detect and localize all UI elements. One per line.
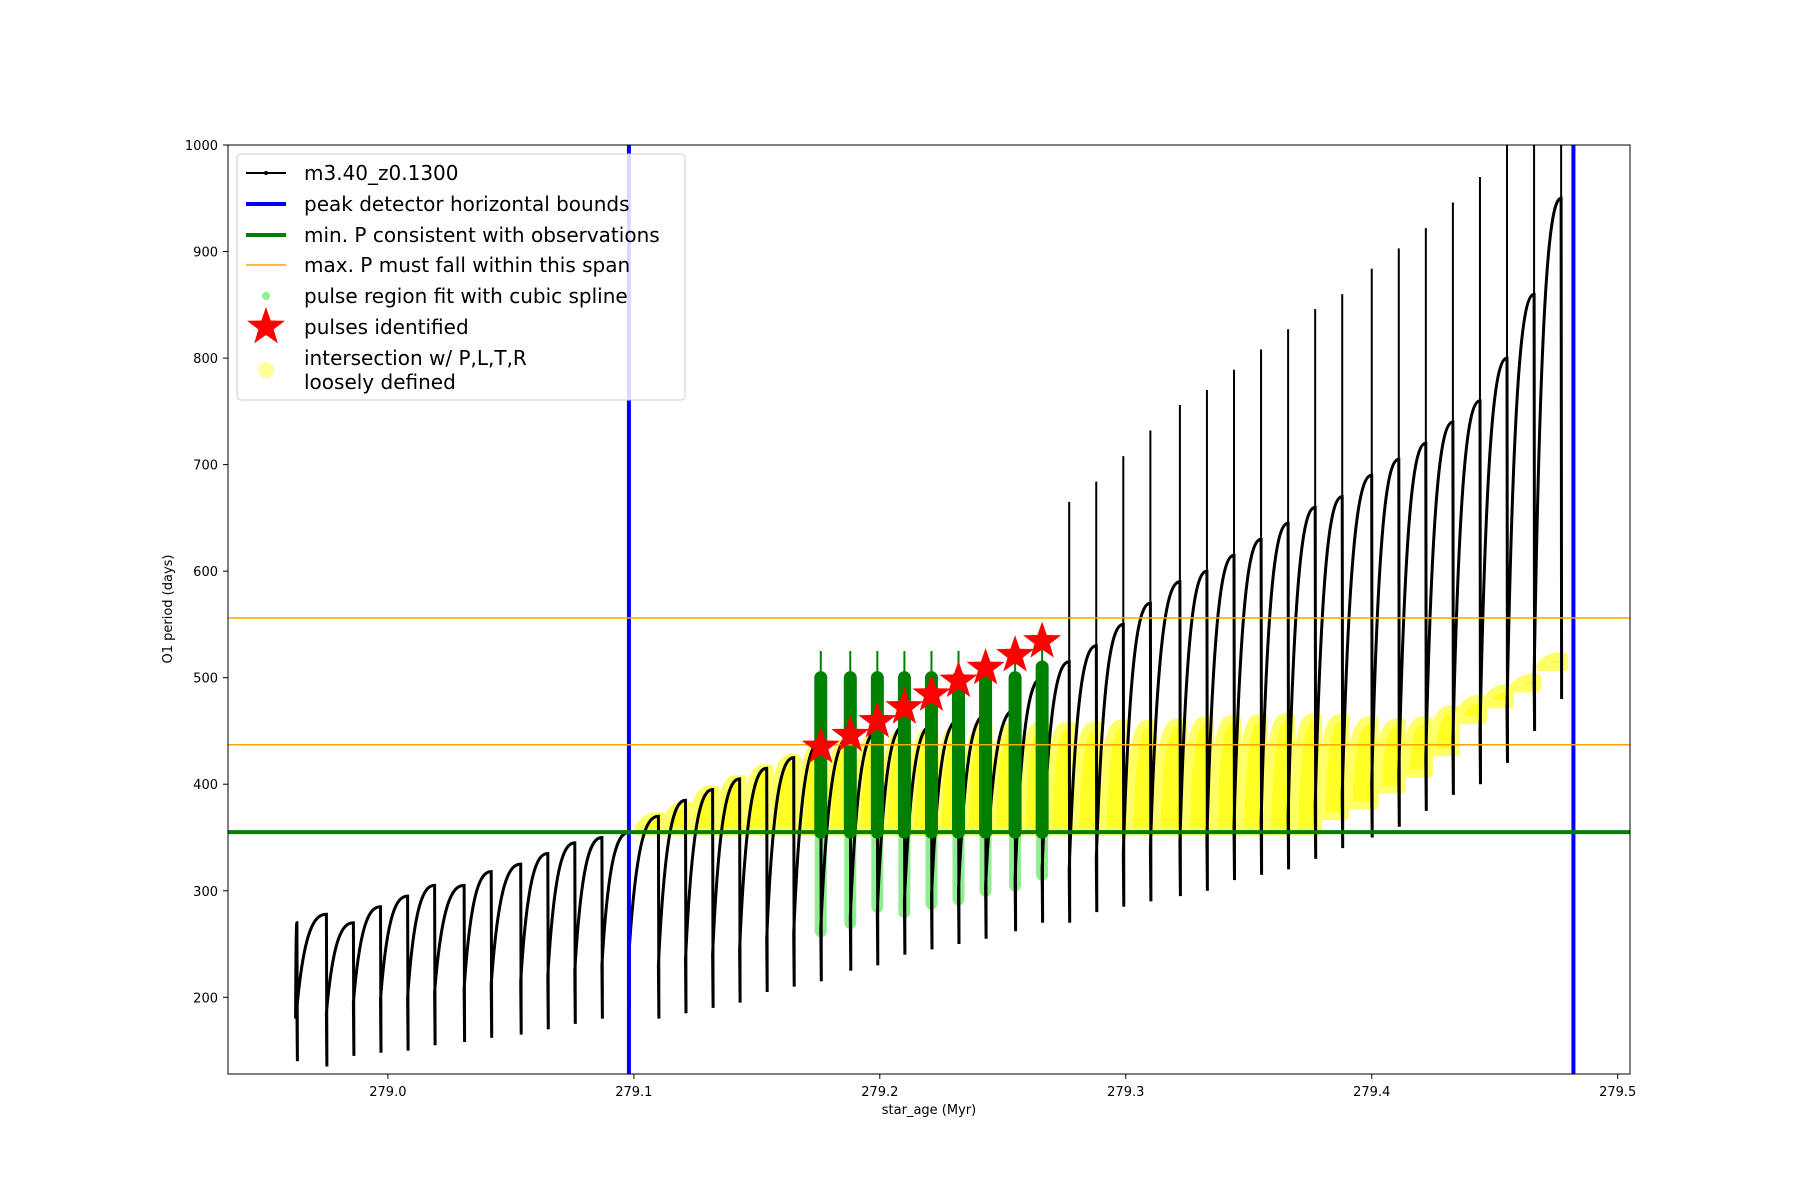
legend-label-line: intersection w/ P,L,T,R (304, 346, 527, 370)
y-tick-label: 300 (193, 885, 218, 900)
y-tick-label: 1000 (185, 139, 218, 154)
legend-label-line: pulse region fit with cubic spline (304, 284, 628, 308)
legend-label-line: pulses identified (304, 315, 469, 339)
legend-label-line: loosely defined (304, 370, 456, 394)
y-axis-label: O1 period (days) (161, 554, 176, 663)
legend-label-line: peak detector horizontal bounds (304, 192, 630, 216)
legend-label-line: min. P consistent with observations (304, 223, 660, 247)
spline-core-layer (814, 640, 1049, 839)
pulse-star-marker (858, 701, 897, 738)
legend-label: pulses identified (304, 315, 469, 339)
legend-handle-star (247, 307, 285, 344)
pulse-star-marker (831, 715, 870, 752)
x-axis: 279.0 279.1 279.2 279.3 279.4 279.5 (369, 1074, 1636, 1100)
pulse-star-marker (801, 726, 840, 764)
legend-box (236, 153, 686, 401)
legend-label: peak detector horizontal bounds (304, 192, 630, 216)
x-tick-label: 279.5 (1599, 1085, 1636, 1100)
x-tick-label: 279.2 (861, 1085, 898, 1100)
plot-frame (227, 144, 1631, 1075)
model-track-line (294, 196, 1564, 1067)
legend-label: max. P must fall within this span (304, 253, 630, 277)
pulse-star-marker (1023, 621, 1062, 658)
pulse-star-marker (996, 635, 1035, 672)
x-tick-label: 279.3 (1107, 1085, 1144, 1100)
x-tick-label: 279.1 (615, 1085, 652, 1100)
y-tick-label: 900 (193, 246, 218, 261)
legend-label: pulse region fit with cubic spline (304, 284, 628, 308)
y-tick-label: 600 (193, 565, 218, 580)
legend-handle-blob (258, 362, 274, 378)
pulse-star-marker (939, 660, 978, 698)
intersection-blob (1290, 713, 1323, 837)
legend-label-line: max. P must fall within this span (304, 253, 630, 277)
y-tick-label: 400 (193, 778, 218, 793)
y-tick-label: 500 (193, 672, 218, 687)
model-track-layer (294, 145, 1564, 1067)
intersection-blob (1536, 652, 1569, 672)
legend-handle-dot (264, 171, 268, 175)
y-tick-label: 200 (193, 991, 218, 1006)
pulse-markers-layer (801, 621, 1062, 764)
x-tick-label: 279.4 (1353, 1085, 1390, 1100)
pulse-star-marker (966, 648, 1005, 685)
y-axis: 200 300 400 500 600 700 800 900 1000 (185, 139, 228, 1006)
y-tick-label: 800 (193, 352, 218, 367)
x-axis-label: star_age (Myr) (882, 1103, 976, 1118)
legend-label-line: m3.40_z0.1300 (304, 161, 459, 185)
intersection-blob (1509, 673, 1542, 693)
y-tick-label: 700 (193, 459, 218, 474)
legend-label: min. P consistent with observations (304, 223, 660, 247)
x-tick-label: 279.0 (369, 1085, 406, 1100)
legend-handle-dot (262, 292, 270, 300)
legend-label: m3.40_z0.1300 (304, 161, 459, 185)
pulse-star-marker (885, 687, 924, 724)
reference-lines-layer (228, 145, 1630, 1074)
legend-label: intersection w/ P,L,T,R loosely defined (304, 346, 527, 394)
pulse-star-marker (912, 674, 951, 711)
